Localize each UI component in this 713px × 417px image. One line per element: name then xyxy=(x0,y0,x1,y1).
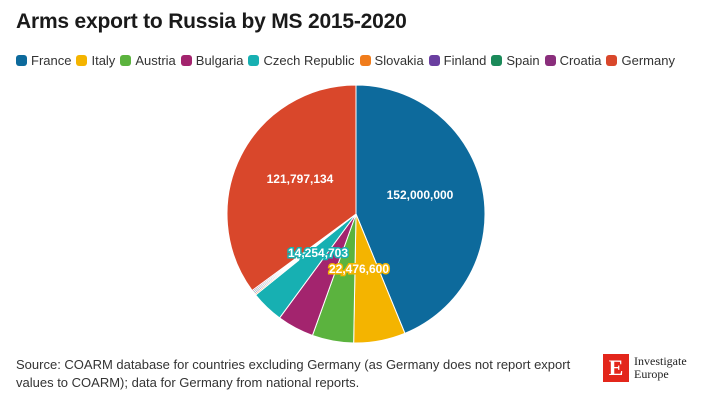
data-label-france: 152,000,000 xyxy=(387,188,454,202)
legend-swatch xyxy=(359,55,371,66)
investigate-europe-logo: E Investigate Europe xyxy=(603,354,687,382)
legend-swatch xyxy=(544,55,556,66)
legend-label: Bulgaria xyxy=(195,53,244,68)
chart-legend: France Italy Austria Bulgaria Czech Republic… xyxy=(16,53,680,68)
pie-slice-france[interactable] xyxy=(355,84,486,335)
legend-item-czech-republic[interactable]: Czech Republic xyxy=(248,53,355,68)
data-label-germany: 121,797,134 xyxy=(267,172,334,186)
legend-swatch xyxy=(120,55,132,66)
legend-label: Croatia xyxy=(559,53,602,68)
legend-label: Czech Republic xyxy=(263,53,355,68)
chart-title: Arms export to Russia by MS 2015-2020 xyxy=(16,10,407,33)
legend-item-spain[interactable]: Spain xyxy=(491,53,540,68)
legend-label: Austria xyxy=(135,53,176,68)
data-label-czech-republic: 14,254,703 xyxy=(288,246,348,260)
legend-item-finland[interactable]: Finland xyxy=(428,53,487,68)
legend-swatch xyxy=(248,55,260,66)
legend-label: Finland xyxy=(443,53,487,68)
logo-text: Investigate Europe xyxy=(634,355,687,381)
legend-swatch xyxy=(428,55,440,66)
legend-item-france[interactable]: France xyxy=(16,53,71,68)
legend-label: France xyxy=(31,53,72,68)
legend-item-austria[interactable]: Austria xyxy=(120,53,176,68)
legend-swatch xyxy=(16,55,27,66)
logo-line-1: Investigate xyxy=(634,354,687,368)
legend-swatch xyxy=(180,55,192,66)
legend-swatch xyxy=(491,55,503,66)
legend-item-slovakia[interactable]: Slovakia xyxy=(359,53,424,68)
legend-label: Slovakia xyxy=(374,53,424,68)
legend-swatch xyxy=(76,55,88,66)
legend-item-croatia[interactable]: Croatia xyxy=(544,53,602,68)
legend-label: Italy xyxy=(91,53,116,68)
source-note: Source: COARM database for countries exc… xyxy=(16,357,571,390)
legend-item-germany[interactable]: Germany xyxy=(606,53,675,68)
logo-mark: E xyxy=(603,354,629,382)
legend-label: Spain xyxy=(506,53,540,68)
legend-item-bulgaria[interactable]: Bulgaria xyxy=(180,53,244,68)
data-label-italy: 22,476,600 xyxy=(329,262,389,276)
legend-label: Germany xyxy=(621,53,675,68)
legend-swatch xyxy=(606,55,618,66)
legend-item-italy[interactable]: Italy xyxy=(76,53,115,68)
pie-slice-germany[interactable] xyxy=(226,84,357,292)
logo-line-2: Europe xyxy=(634,367,669,381)
